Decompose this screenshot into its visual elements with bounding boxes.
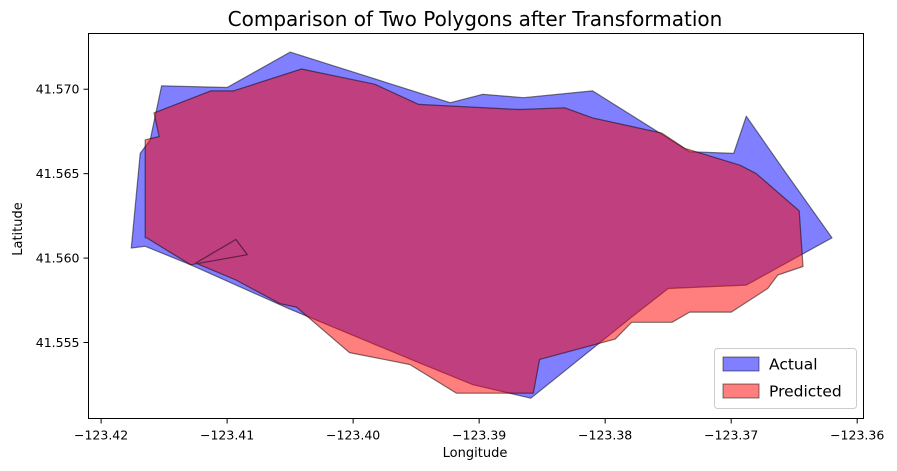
y-tick-label: 41.570 [36,82,80,97]
legend: Actual Predicted [714,348,857,409]
polygon-predicted [144,68,804,394]
legend-swatch-actual [722,356,760,372]
y-tick-label: 41.560 [36,251,80,266]
axes-frame [88,33,864,419]
x-tick-label: −123.37 [704,428,758,443]
y-axis: 41.555 41.560 41.565 41.570 [36,82,89,350]
legend-label-actual: Actual [769,356,818,374]
legend-swatch-predicted [722,383,760,399]
x-tick-label: −123.36 [830,428,884,443]
y-tick-label: 41.565 [36,166,80,181]
plot-area [130,51,833,399]
x-axis: −123.42 −123.41 −123.40 −123.39 −123.38 −123.… [74,418,884,443]
x-axis-label: Longitude [443,446,508,461]
legend-label-predicted: Predicted [769,383,842,401]
x-tick-label: −123.39 [452,428,506,443]
x-tick-label: −123.42 [74,428,128,443]
x-tick-label: −123.41 [200,428,254,443]
chart-title: Comparison of Two Polygons after Transfo… [228,7,723,31]
y-tick-label: 41.555 [36,335,80,350]
y-axis-label: Latitude [11,202,26,256]
x-tick-label: −123.38 [578,428,632,443]
x-tick-label: −123.40 [326,428,380,443]
